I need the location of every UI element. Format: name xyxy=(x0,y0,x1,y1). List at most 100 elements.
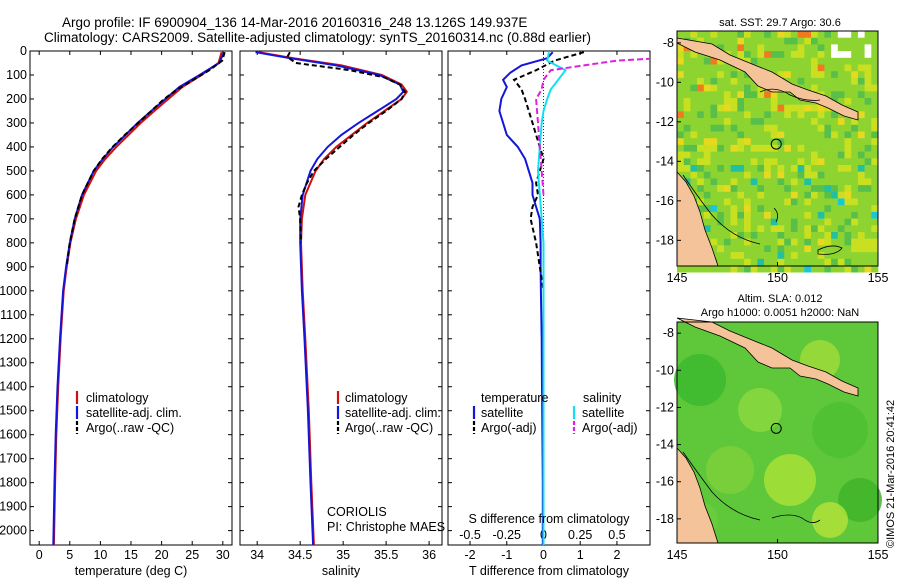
sst-cell xyxy=(824,165,832,172)
sst-cell xyxy=(697,138,705,146)
sst-cell xyxy=(837,265,845,273)
sst-cell xyxy=(697,198,705,206)
sst-cell xyxy=(857,205,865,213)
sst-cell xyxy=(757,124,765,132)
sst-cell xyxy=(750,165,758,172)
sst-cell xyxy=(831,91,839,99)
sst-cell xyxy=(817,71,825,79)
sst-cell xyxy=(690,91,698,99)
sst-cell xyxy=(770,91,778,99)
sst-cell xyxy=(710,71,718,79)
sst-cell xyxy=(804,185,812,193)
sst-cell xyxy=(811,124,818,132)
sst-cell xyxy=(784,71,792,79)
sst-cell xyxy=(811,104,818,112)
sst-cell xyxy=(770,124,778,132)
sst-cell xyxy=(790,98,798,105)
sst-cell xyxy=(864,205,872,213)
sst-cell xyxy=(844,64,852,72)
sst-cell xyxy=(710,138,718,146)
sst-cell xyxy=(703,131,711,139)
sst-cell xyxy=(710,238,718,246)
sst-cell xyxy=(777,124,785,132)
sst-cell xyxy=(790,265,798,273)
sst-cell xyxy=(857,84,865,92)
map-lon-tick-label: 150 xyxy=(767,271,788,285)
sst-cell xyxy=(683,171,691,179)
sst-cell xyxy=(777,265,785,273)
sst-cell xyxy=(837,124,845,132)
sst-cell xyxy=(797,64,805,72)
sst-cell xyxy=(730,71,738,79)
sst-cell xyxy=(744,111,751,119)
sst-cell xyxy=(764,178,772,186)
sst-cell xyxy=(784,91,792,99)
sst-cell xyxy=(757,218,765,226)
sst-cell xyxy=(703,37,711,45)
depth-tick-label: 100 xyxy=(6,68,27,82)
sst-cell xyxy=(723,171,731,179)
sst-cell xyxy=(750,98,758,105)
sst-cell xyxy=(677,165,684,172)
sst-cell xyxy=(817,165,825,172)
sst-cell xyxy=(703,185,711,193)
sst-cell xyxy=(717,245,725,253)
sst-cell xyxy=(777,31,785,38)
sst-cell xyxy=(777,218,785,226)
sst-cell xyxy=(804,151,812,159)
sst-cell xyxy=(777,118,785,126)
sst-cell xyxy=(737,51,745,59)
sst-cell xyxy=(757,84,765,92)
temperature-x-tick-label: 25 xyxy=(185,548,199,562)
sst-cell xyxy=(717,198,725,206)
map-lon-tick-label: 155 xyxy=(868,271,889,285)
sst-cell xyxy=(683,158,691,166)
sst-cell xyxy=(757,57,765,65)
sst-cell xyxy=(750,258,758,266)
sst-cell xyxy=(703,265,711,273)
sst-cell xyxy=(851,171,859,179)
sst-cell xyxy=(864,84,872,92)
sst-cell xyxy=(804,258,812,266)
sst-cell xyxy=(831,64,839,72)
sst-cell xyxy=(844,225,852,233)
sst-cell xyxy=(703,71,711,79)
sst-cell xyxy=(857,98,865,105)
sst-cell xyxy=(744,245,751,253)
sst-cell xyxy=(831,57,839,65)
sst-cell xyxy=(790,44,798,52)
reef-contour xyxy=(759,88,821,101)
sla-map-title-line2: Argo h1000: 0.0051 h2000: NaN xyxy=(701,307,859,319)
sst-cell xyxy=(777,178,785,186)
sst-cell xyxy=(697,84,705,92)
sst-cell xyxy=(697,185,705,193)
sst-cell xyxy=(770,131,778,139)
sst-cell xyxy=(817,225,825,233)
sst-cell xyxy=(723,245,731,253)
sst-cell xyxy=(683,84,691,92)
sst-cell xyxy=(790,252,798,260)
map-lat-tick-label: -8 xyxy=(663,36,674,50)
map-lat-tick-label: -12 xyxy=(656,400,674,414)
sst-cell xyxy=(864,111,872,119)
new-guinea-land xyxy=(676,37,859,121)
sst-cell xyxy=(824,84,832,92)
sst-cell xyxy=(690,171,698,179)
sst-cell xyxy=(690,77,698,85)
sst-cell xyxy=(824,218,832,226)
sst-cell xyxy=(737,218,745,226)
sst-cell xyxy=(824,44,832,52)
temperature-x-tick-label: 20 xyxy=(155,548,169,562)
sst-cell xyxy=(737,144,745,152)
sst-cell xyxy=(857,225,865,233)
sst-cell xyxy=(851,151,859,159)
sst-cell xyxy=(857,218,865,226)
sst-cell xyxy=(811,225,818,233)
sst-cell xyxy=(844,98,852,105)
sst-cell xyxy=(871,211,879,219)
sst-cell xyxy=(784,57,792,65)
sst-cell xyxy=(750,191,758,199)
sst-cell xyxy=(797,104,805,112)
sst-cell xyxy=(857,232,865,239)
sst-cell xyxy=(677,104,684,112)
